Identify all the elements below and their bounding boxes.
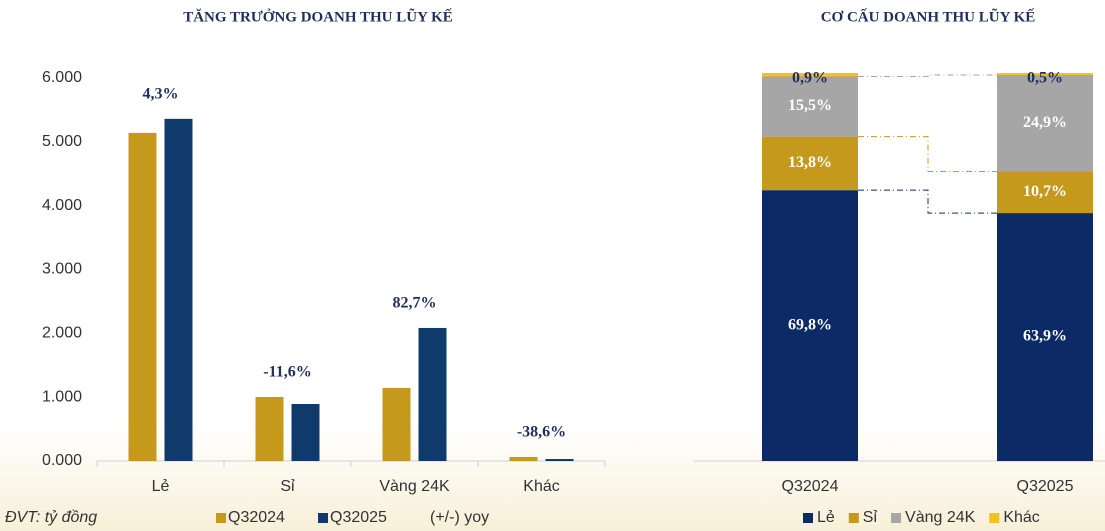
connector	[858, 74, 997, 77]
bar-segment	[997, 73, 1093, 75]
legend-label: Khác	[1003, 509, 1039, 526]
legend-swatch	[989, 513, 1000, 523]
bar	[255, 396, 284, 461]
legend-swatch	[803, 513, 813, 523]
bar	[291, 403, 320, 461]
chart-title: CƠ CẤU DOANH THU LŨY KẾ	[821, 7, 1036, 25]
legend-label: (+/-) yoy	[430, 509, 489, 526]
yoy-label: 82,7%	[393, 295, 437, 312]
y-tick-label: 5.000	[42, 133, 82, 150]
bar	[509, 456, 538, 461]
y-tick-label: 4.000	[42, 197, 82, 214]
legend-label: Q32025	[330, 509, 387, 526]
y-tick-label: 2.000	[42, 325, 82, 342]
value-label: 24,9%	[1023, 114, 1067, 131]
legend-swatch	[216, 513, 226, 523]
bar	[545, 459, 574, 461]
connector	[858, 136, 997, 173]
x-tick-label: Lẻ	[152, 478, 170, 495]
bar	[128, 132, 157, 461]
yoy-label: -38,6%	[517, 424, 566, 441]
yoy-label: -11,6%	[263, 364, 311, 381]
bar-segment	[997, 74, 1093, 172]
legend-label: Lẻ	[817, 509, 835, 526]
x-tick-label: Sỉ	[280, 478, 295, 495]
legend-swatch	[848, 513, 859, 523]
unit-note: ĐVT: tỷ đồng	[5, 509, 97, 526]
y-tick-label: 3.000	[42, 261, 82, 278]
value-label: 13,8%	[788, 154, 832, 171]
bar	[164, 118, 193, 461]
value-label: 0,9%	[792, 70, 828, 87]
x-tick-label: Q32024	[782, 478, 839, 495]
bar-segment	[762, 76, 858, 137]
value-label: 69,8%	[788, 316, 832, 333]
y-tick-label: 1.000	[42, 388, 82, 405]
bar	[418, 327, 447, 461]
y-tick-label: 6.000	[42, 69, 82, 86]
bar-segment	[997, 213, 1093, 461]
legend-swatch	[891, 513, 902, 523]
value-label: 15,5%	[788, 97, 832, 114]
y-tick-label: 0.000	[42, 452, 82, 469]
value-label: 10,7%	[1023, 183, 1067, 200]
chart-title: TĂNG TRƯỞNG DOANH THU LŨY KẾ	[183, 7, 453, 25]
bar-segment	[762, 73, 858, 77]
legend-label: Q32024	[228, 509, 285, 526]
bar-segment	[762, 190, 858, 461]
bar-segment	[762, 136, 858, 191]
value-label: 63,9%	[1023, 328, 1067, 345]
bar-segment	[997, 171, 1093, 214]
legend-label: Vàng 24K	[905, 509, 976, 526]
x-tick-label: Khác	[523, 478, 559, 495]
legend-label: Sỉ	[863, 509, 878, 526]
yoy-label: 4,3%	[143, 86, 179, 103]
bar	[382, 387, 411, 461]
connector	[858, 189, 997, 214]
x-tick-label: Vàng 24K	[379, 478, 450, 495]
legend-swatch	[318, 513, 328, 523]
x-tick-label: Q32025	[1017, 478, 1074, 495]
value-label: 0,5%	[1027, 70, 1063, 87]
